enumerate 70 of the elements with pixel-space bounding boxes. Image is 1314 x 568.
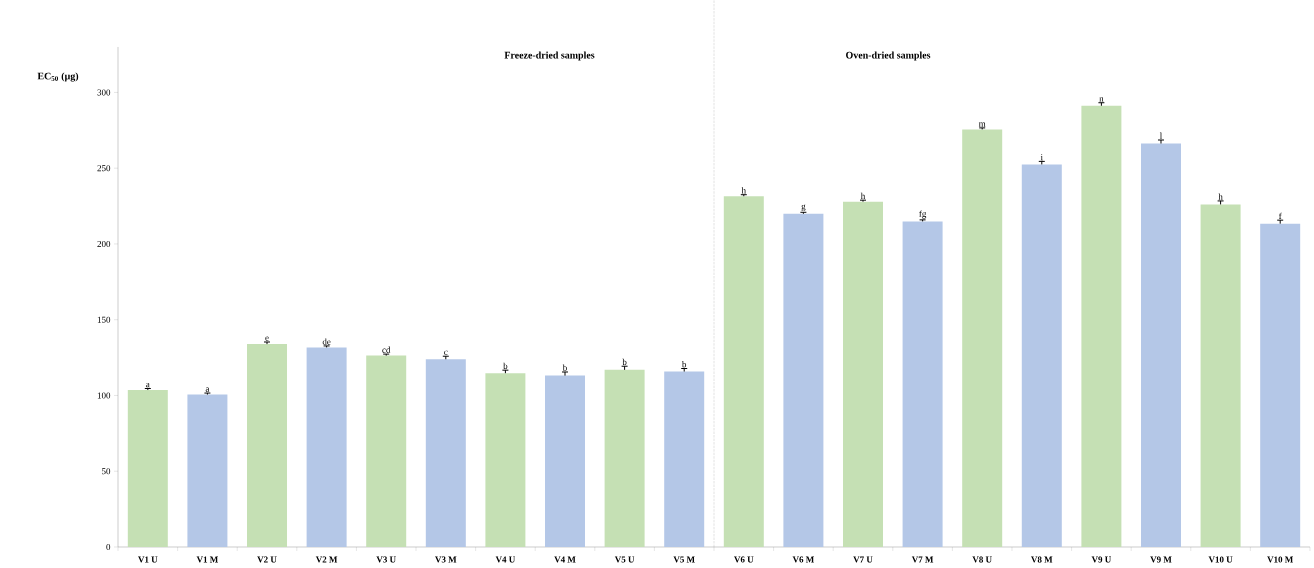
- data-label: f: [1278, 212, 1282, 219]
- x-tick-label: V9 M: [1150, 556, 1172, 563]
- annotation: Oven-dried samples: [846, 51, 931, 61]
- data-label: h: [860, 192, 866, 199]
- x-tick-label: V10 M: [1267, 556, 1293, 563]
- x-tick-label: V2 U: [257, 556, 277, 563]
- x-tick-label: V9 U: [1091, 556, 1112, 563]
- bar: [366, 355, 407, 547]
- data-label: a: [205, 387, 210, 392]
- x-tick-label: V2 M: [315, 556, 338, 563]
- bar: [1260, 223, 1301, 547]
- x-tick-label: V1 U: [138, 556, 158, 563]
- x-tick-label: V5 U: [614, 556, 635, 563]
- data-label: e: [265, 336, 269, 341]
- data-label: de: [322, 338, 331, 345]
- bar: [1200, 204, 1241, 547]
- bar: [843, 201, 883, 547]
- bar: [604, 369, 645, 547]
- data-label: b: [562, 364, 567, 371]
- bar: [962, 129, 1003, 547]
- y-tick-label: 0: [106, 543, 111, 551]
- data-label: cd: [382, 346, 391, 353]
- bar: [187, 394, 228, 547]
- bar: [306, 347, 347, 547]
- y-tick-label: 150: [97, 316, 111, 323]
- data-label: b: [622, 358, 627, 366]
- data-label: b: [503, 362, 508, 369]
- data-label: m: [978, 122, 986, 127]
- data-label: h: [741, 187, 746, 194]
- bar: [783, 213, 824, 547]
- data-label: g: [801, 204, 806, 212]
- x-tick-label: V4 U: [495, 556, 516, 563]
- y-tick-label: 200: [97, 240, 111, 247]
- data-label: h: [1218, 193, 1223, 200]
- y-tick-label: 250: [97, 165, 111, 172]
- bar: [723, 196, 764, 547]
- bar: [664, 371, 705, 547]
- x-tick-label: V7 M: [911, 556, 934, 563]
- data-label: n: [1099, 97, 1104, 102]
- bar: [545, 375, 586, 547]
- bar: [485, 373, 526, 547]
- x-tick-label: V6 M: [792, 556, 814, 563]
- data-label: c: [444, 350, 448, 356]
- y-tick-label: 50: [102, 468, 111, 475]
- bar: [1021, 164, 1062, 547]
- data-label: b: [681, 361, 687, 368]
- y-tick-label: 300: [97, 89, 111, 96]
- x-tick-label: V8 M: [1031, 556, 1053, 563]
- data-label: i: [1040, 154, 1043, 161]
- x-tick-label: V3 U: [376, 556, 396, 563]
- bar: [902, 221, 943, 547]
- bar: [1140, 143, 1181, 547]
- x-tick-label: V10 U: [1208, 556, 1233, 563]
- data-label: l: [1159, 132, 1163, 139]
- bar: [425, 359, 466, 547]
- annotation: Freeze-dried samples: [504, 51, 595, 61]
- x-tick-label: V4 M: [554, 556, 576, 563]
- y-tick-label: 100: [97, 392, 111, 399]
- x-tick-label: V8 U: [972, 556, 992, 563]
- text: EC$_{50}$ (µg): [37, 72, 79, 82]
- bar: [247, 344, 288, 547]
- x-tick-label: V5 M: [673, 556, 695, 563]
- data-label: fg: [919, 210, 927, 219]
- x-tick-label: V1 M: [196, 556, 218, 563]
- bar: [127, 390, 168, 547]
- bar: [1081, 105, 1122, 547]
- data-label: a: [146, 383, 150, 388]
- x-tick-label: V6 U: [734, 556, 754, 563]
- x-tick-label: V3 M: [435, 556, 457, 563]
- x-tick-label: V7 U: [853, 556, 873, 563]
